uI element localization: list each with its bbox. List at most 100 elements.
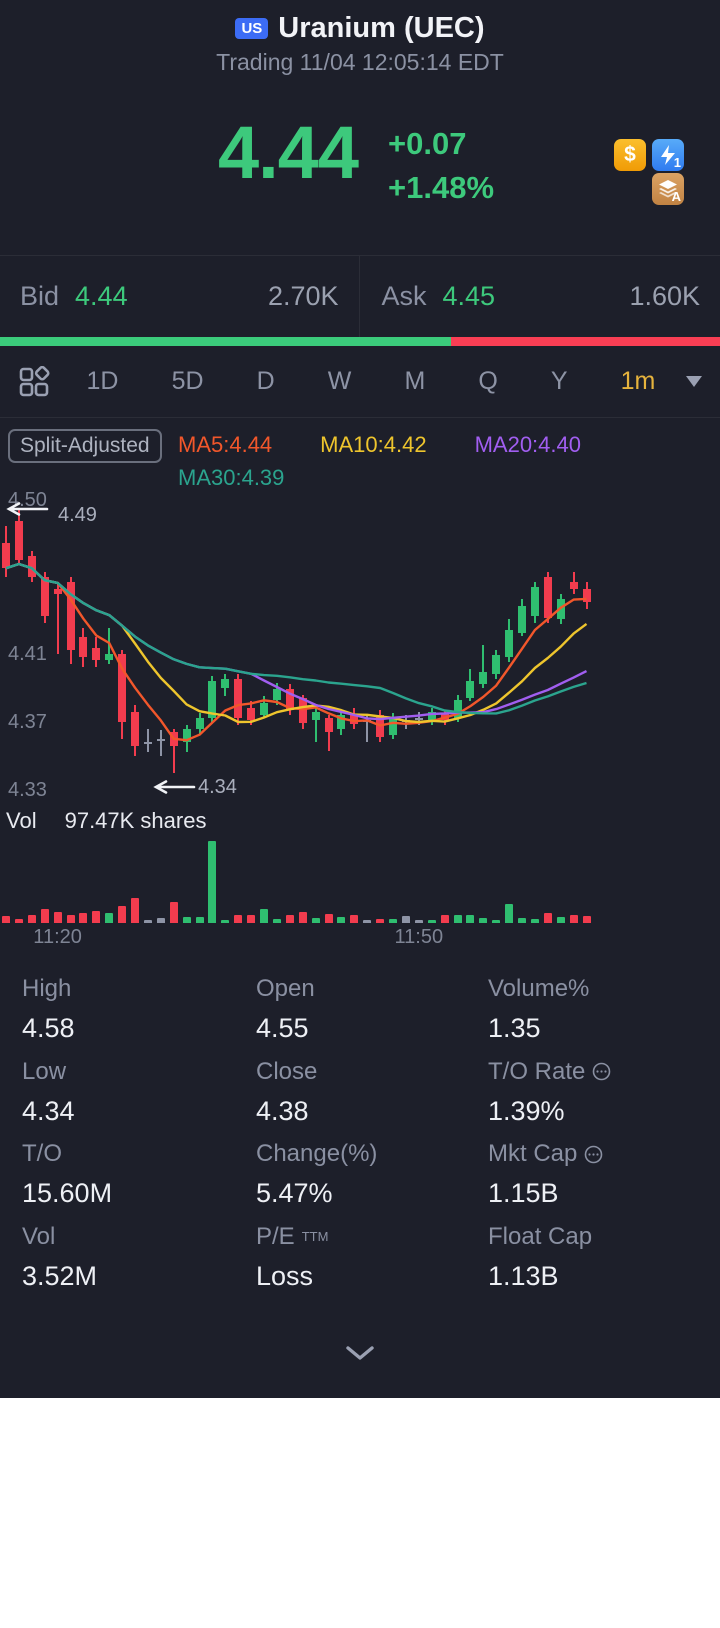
stat-label-close: Close xyxy=(256,1058,317,1086)
candle-body xyxy=(14,520,23,560)
volume-bar xyxy=(208,840,217,924)
stat-label-float-cap: Float Cap xyxy=(488,1223,592,1251)
volume-bar xyxy=(427,920,436,923)
stat-value-high: 4.58 xyxy=(22,1013,75,1043)
stat-value-t-o: 15.60M xyxy=(22,1178,113,1208)
stat-label-text: Float Cap xyxy=(488,1222,593,1250)
ma-labels-row-2: MA30:4.39 xyxy=(178,465,284,491)
bid-size: 2.70K xyxy=(267,281,339,311)
ma-label: MA5:4.44 xyxy=(178,432,273,457)
stat-value-p-e: Loss xyxy=(256,1260,314,1291)
chart-layout-grid-icon[interactable] xyxy=(18,365,50,398)
stat-label-t-o: T/O xyxy=(22,1140,62,1168)
candle-body xyxy=(530,587,539,616)
stat-label-text: Change(%) xyxy=(256,1140,378,1167)
volume-bar xyxy=(40,909,49,923)
volume-bar xyxy=(247,914,256,923)
candle-body xyxy=(272,689,281,700)
tab-w[interactable]: W xyxy=(327,367,352,395)
promo-footer: TIGER BROKERS Scan the QR code to get a … xyxy=(0,1398,720,1628)
ma-line-ma20 xyxy=(5,562,588,721)
candle-body xyxy=(105,653,114,661)
vol-label: Vol xyxy=(6,808,37,833)
ask-row[interactable]: Ask 4.45 1.60K xyxy=(358,256,720,337)
bid-row[interactable]: Bid 4.44 2.70K xyxy=(0,256,359,337)
stat-value-t-o-rate: 1.39% xyxy=(488,1095,565,1126)
price-change: +0.07 xyxy=(388,126,467,161)
volume-bar xyxy=(156,917,165,923)
candle-body xyxy=(376,715,385,738)
x-axis-label: 11:50 xyxy=(394,926,444,948)
tab-5d[interactable]: 5D xyxy=(171,367,204,395)
ma-lines-overlay xyxy=(5,562,588,742)
volume-bar xyxy=(298,911,307,923)
volume-bar xyxy=(414,919,423,923)
candle-body xyxy=(427,711,436,720)
volume-bar xyxy=(234,914,243,923)
ma-line-ma30 xyxy=(5,562,587,715)
tab-1m[interactable]: 1m xyxy=(620,367,656,395)
volume-bar xyxy=(376,918,385,924)
level-data-icon[interactable]: A xyxy=(652,173,684,205)
price-change-percent: +1.48% xyxy=(388,170,495,205)
layers-badge-letter: A xyxy=(671,189,681,204)
volume-bar xyxy=(285,915,294,923)
expand-stats-button[interactable] xyxy=(0,1345,720,1361)
stat-label-t-o-rate: T/O Rate xyxy=(488,1058,611,1086)
bid-ask-depth-bar xyxy=(0,337,720,346)
stat-label-volume-: Volume% xyxy=(488,975,589,1003)
tab-m[interactable]: M xyxy=(404,367,426,395)
stat-label-change-: Change(%) xyxy=(256,1140,377,1168)
flash-order-icon[interactable]: 1 xyxy=(652,139,684,171)
candlestick-chart[interactable]: 4.50 4.41 4.37 4.33 11:20 11:50 4.49 4.34 Vol 97.… xyxy=(0,489,720,950)
market-badge: US xyxy=(235,18,269,39)
volume-bar xyxy=(389,918,397,924)
candle-body xyxy=(92,648,101,661)
tab-d[interactable]: D xyxy=(256,367,275,395)
bid-label: Bid xyxy=(20,281,60,311)
indicator-bar: Split-Adjusted MA5:4.44 MA10:4.42 MA20:4.4… xyxy=(0,418,720,490)
stat-label-text: T/O Rate xyxy=(488,1057,586,1085)
tab-q[interactable]: Q xyxy=(478,367,498,395)
candle-body xyxy=(479,672,488,685)
bid-price: 4.44 xyxy=(75,281,128,311)
volume-bar xyxy=(311,917,320,923)
stat-label-mkt-cap: Mkt Cap xyxy=(488,1140,603,1168)
volume-bar xyxy=(105,912,114,923)
left-arrow-icon xyxy=(153,780,196,794)
candle-body xyxy=(285,689,294,710)
lightning-bolt-icon xyxy=(661,145,675,165)
info-ellipsis-icon[interactable] xyxy=(592,1062,611,1081)
period-tabbar: 1D 5D D W M Q Y 1m xyxy=(0,346,720,418)
chevron-down-icon xyxy=(346,1346,374,1360)
stat-label-text: Vol xyxy=(22,1222,56,1250)
split-adjusted-toggle[interactable]: Split-Adjusted xyxy=(8,429,162,463)
candle-body xyxy=(518,605,526,634)
trading-status: Trading 11/04 12:05:14 EDT xyxy=(216,49,504,75)
candle-body xyxy=(389,718,397,736)
stat-value-mkt-cap: 1.15B xyxy=(488,1178,559,1208)
tab-y[interactable]: Y xyxy=(550,367,568,395)
candle-body xyxy=(466,680,475,698)
stats-grid: High 4.58 Open 4.55 Volume% 1.35 Low 4.34 Close 4… xyxy=(0,975,720,1315)
info-ellipsis-icon[interactable] xyxy=(584,1145,603,1164)
volume-bar xyxy=(505,904,514,923)
period-dropdown-caret-icon[interactable] xyxy=(686,376,702,387)
volume-bar xyxy=(92,911,101,923)
stat-value-vol: 3.52M xyxy=(22,1260,98,1291)
volume-bar xyxy=(131,897,139,923)
ma-label: MA20:4.40 xyxy=(474,432,581,457)
volume-bar xyxy=(479,917,488,923)
candle-body xyxy=(247,708,256,720)
stat-label-text: T/O xyxy=(22,1140,62,1167)
dollar-badge-icon[interactable]: $ xyxy=(614,139,646,171)
volume-bar xyxy=(453,914,462,923)
tab-1d[interactable]: 1D xyxy=(86,367,119,395)
volume-bar xyxy=(118,906,127,923)
volume-bar xyxy=(518,917,526,923)
candle-body xyxy=(195,718,204,729)
period-tabs: 1D 5D D W M Q Y 1m xyxy=(60,367,682,396)
flash-badge-number: 1 xyxy=(673,155,681,170)
candle-body xyxy=(311,711,320,720)
